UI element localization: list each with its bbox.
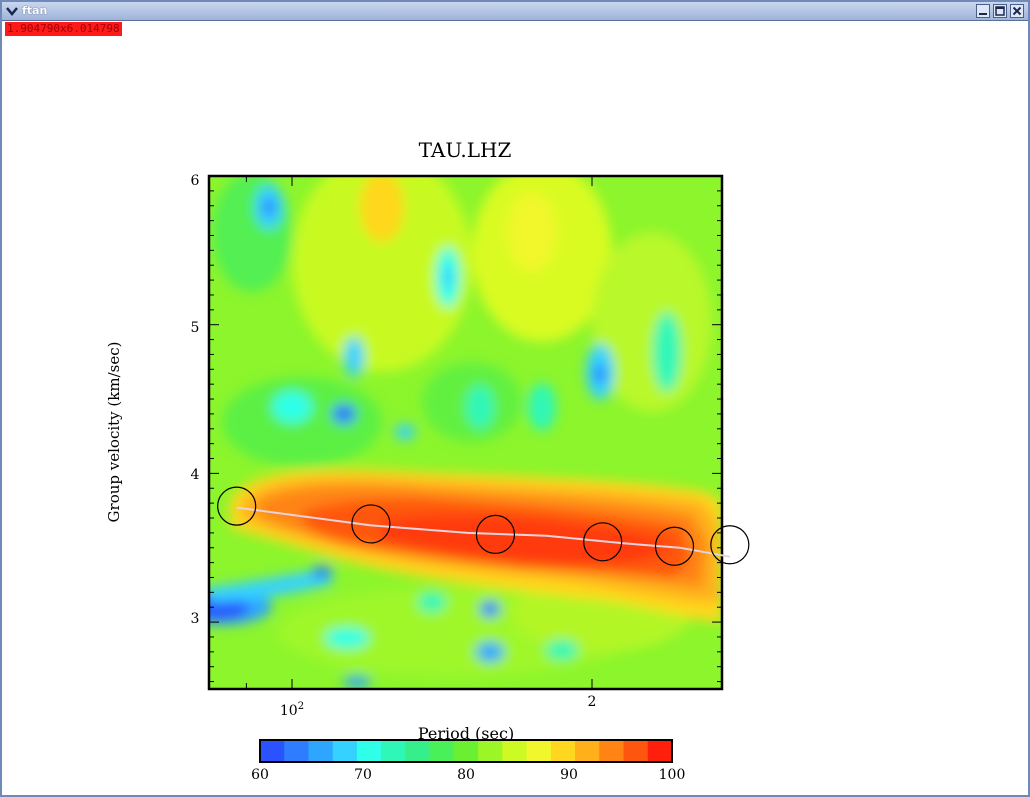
ftan-amplitude-heatmap: [209, 176, 722, 689]
colorbar: [260, 740, 673, 762]
x-tick-label-exponent: 2: [298, 701, 304, 712]
colorbar-swatch: [623, 740, 649, 762]
colorbar-tick-90: 90: [560, 767, 578, 783]
colorbar-swatch: [647, 740, 673, 762]
colorbar-swatch: [599, 740, 625, 762]
window-menu-chevron-icon[interactable]: [4, 3, 20, 19]
colorbar-swatch: [478, 740, 503, 762]
x-tick-label-base: 10: [280, 703, 298, 719]
colorbar-swatch: [260, 740, 285, 762]
colorbar-swatch: [453, 740, 479, 762]
colorbar-tick-100: 100: [659, 767, 686, 783]
colorbar-swatch: [308, 740, 334, 762]
colorbar-swatch: [356, 740, 382, 762]
colorbar-swatch: [550, 740, 576, 762]
colorbar-swatch: [575, 740, 600, 762]
title-bar[interactable]: ftan: [2, 2, 1028, 21]
group-velocity-markers: [217, 486, 750, 566]
colorbar-frame: [259, 739, 673, 763]
chart-title: TAU.LHZ: [419, 138, 512, 162]
colorbar-swatch: [502, 740, 528, 762]
y-tick-label-4: 4: [191, 467, 200, 483]
colorbar-swatch: [429, 740, 455, 762]
y-tick-label-6: 6: [191, 173, 200, 189]
dispersion-curve: [236, 506, 730, 558]
cursor-coordinate-readout: 1.904790x6.014798: [5, 22, 122, 36]
colorbar-swatch: [284, 740, 309, 762]
close-icon[interactable]: [1010, 4, 1024, 18]
colorbar-tick-60: 60: [251, 767, 269, 783]
x-axis-ticks: [245, 176, 593, 689]
colorbar-swatch: [405, 740, 431, 762]
colorbar-swatch: [332, 740, 358, 762]
velocity-marker-circle: [475, 514, 516, 554]
y-axis-label: Group velocity (km/sec): [105, 342, 123, 523]
colorbar-tick-70: 70: [354, 767, 372, 783]
y-axis-ticks: [209, 175, 722, 683]
velocity-marker-circle: [710, 525, 750, 565]
colorbar-swatch: [381, 740, 406, 762]
window-title: ftan: [22, 4, 48, 17]
maximize-icon[interactable]: [993, 4, 1007, 18]
velocity-marker-circle: [217, 486, 257, 526]
velocity-marker-circle: [583, 522, 623, 562]
y-tick-label-3: 3: [191, 611, 200, 627]
velocity-marker-circle: [654, 526, 695, 566]
velocity-marker-circle: [351, 504, 391, 544]
y-tick-label-5: 5: [191, 320, 200, 336]
x-tick-label-100: 102: [280, 701, 304, 719]
colorbar-tick-80: 80: [457, 767, 475, 783]
colorbar-swatch: [526, 740, 552, 762]
x-axis-label: Period (sec): [418, 724, 514, 743]
x-tick-label-2: 2: [588, 694, 597, 710]
minimize-icon[interactable]: [976, 4, 990, 18]
plot-frame: [207, 174, 724, 691]
